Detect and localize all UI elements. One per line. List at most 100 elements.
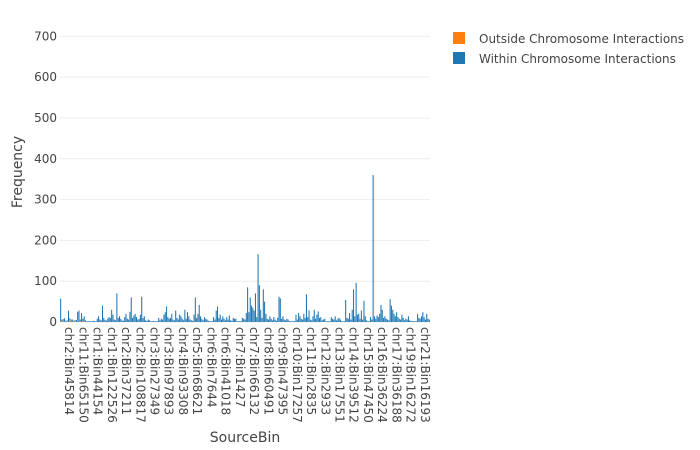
bar-within	[116, 293, 118, 322]
bar-within	[320, 317, 322, 322]
bar-within	[309, 319, 311, 322]
y-gridlines	[60, 35, 430, 323]
bar-within	[201, 318, 203, 322]
bar-within	[258, 285, 260, 322]
bar-within	[300, 318, 302, 322]
bar-within	[405, 318, 407, 322]
bar-within	[193, 314, 195, 322]
bar-within	[380, 304, 382, 322]
bar-within	[396, 312, 398, 322]
bar-within	[304, 317, 306, 322]
x-tick-label: chr2:Bin108817	[133, 327, 147, 423]
bar-within	[99, 319, 101, 322]
y-axis-title: Frequency	[10, 136, 26, 208]
bar-within	[268, 319, 270, 322]
bar-within	[362, 319, 364, 322]
bar-within	[269, 316, 271, 322]
bar-within	[197, 313, 199, 322]
bar-within	[217, 306, 219, 322]
bar-within	[315, 318, 317, 322]
bar-within	[198, 304, 200, 322]
bar-within	[177, 319, 179, 322]
bar-within	[227, 319, 229, 322]
bar-within	[176, 317, 178, 322]
bar-within	[308, 310, 310, 322]
bar-within	[277, 317, 279, 322]
bar-within	[262, 289, 264, 322]
bar-within	[427, 318, 429, 322]
bar-within	[220, 319, 222, 322]
bar-within	[175, 310, 177, 322]
bar-within	[162, 319, 164, 322]
bar-within	[171, 313, 173, 322]
x-tick-label: chr17:Bin36188	[389, 327, 403, 423]
bar-within	[121, 320, 123, 322]
bar-within	[424, 319, 426, 322]
bar-within	[190, 320, 192, 322]
bar-within	[363, 300, 365, 322]
bar-within	[328, 321, 330, 322]
bar-within	[265, 313, 267, 322]
bar-within	[155, 321, 157, 322]
bar-within	[132, 317, 134, 322]
bar-within	[149, 320, 151, 322]
bar-within	[65, 320, 67, 322]
bar-within	[109, 317, 111, 322]
bar-within	[334, 316, 336, 322]
bar-within	[84, 320, 87, 322]
bar-outside	[69, 320, 71, 322]
bar-within	[350, 319, 352, 322]
bar-within	[349, 313, 351, 322]
bar-within	[341, 321, 343, 322]
bar-within	[75, 319, 77, 322]
bar-within	[414, 321, 416, 322]
bar-within	[156, 321, 158, 322]
bar-within	[316, 314, 318, 322]
bar-within	[388, 320, 390, 322]
bar-within	[394, 316, 396, 322]
bar-within	[184, 309, 186, 322]
bar-within	[118, 316, 121, 322]
bar-outside	[62, 320, 64, 322]
bar-within	[386, 319, 389, 322]
bar-within	[186, 312, 188, 322]
bar-within	[154, 321, 156, 322]
bar-within	[243, 318, 245, 322]
bar-within	[92, 320, 94, 322]
bar-within	[166, 306, 168, 322]
bar-within	[70, 319, 72, 322]
x-tick-label: chr5:Bin68621	[190, 327, 204, 415]
bar-within	[151, 321, 153, 322]
bar-within	[342, 321, 344, 322]
bar-within	[203, 317, 205, 322]
bar-within	[244, 319, 246, 322]
bar-within	[95, 321, 97, 322]
bar-within	[91, 321, 93, 322]
bar-within	[141, 296, 143, 322]
bar-within	[128, 319, 130, 322]
bar-within	[87, 321, 89, 322]
bar-within	[236, 321, 238, 322]
y-tick-label: 600	[34, 70, 57, 84]
bar-within	[147, 319, 149, 322]
bar-within	[253, 310, 255, 322]
bar-within	[256, 317, 258, 322]
bar-within	[333, 319, 335, 322]
bar-within	[274, 319, 276, 322]
bar-within	[169, 317, 171, 322]
bar-within	[214, 319, 216, 322]
bar-within	[111, 309, 113, 322]
bar-within	[400, 319, 402, 322]
x-tick-label: chr7:Bin66132	[247, 327, 261, 415]
bar-within	[120, 318, 122, 322]
bar-within	[69, 318, 71, 321]
bar-within	[81, 313, 83, 322]
bar-within	[266, 318, 268, 322]
bar-within	[163, 314, 165, 322]
bar-within	[173, 320, 175, 322]
bar-within	[251, 305, 253, 322]
bar-within	[77, 311, 79, 320]
bar-within	[103, 317, 105, 322]
bar-within	[379, 313, 381, 322]
